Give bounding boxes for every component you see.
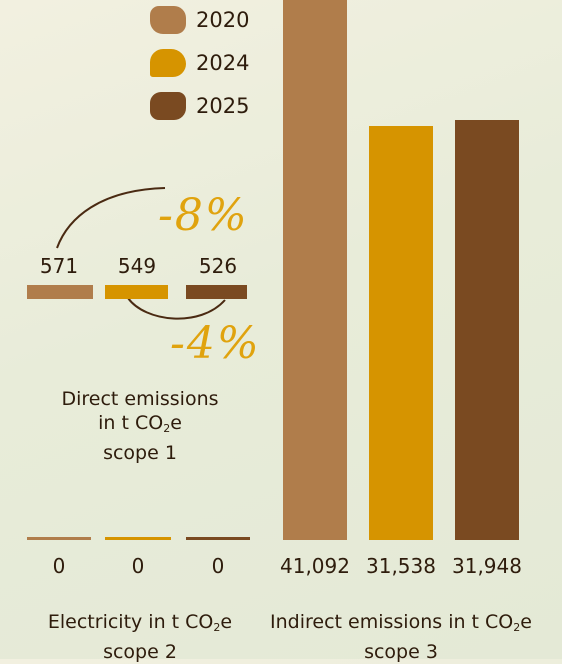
bar-scope3-2020 xyxy=(283,0,347,540)
legend-swatch-2025 xyxy=(150,92,186,120)
caption-scope2-line2: scope 2 xyxy=(103,641,177,663)
value-label-scope2-2020: 0 xyxy=(52,554,66,578)
caption-scope3-line2: scope 3 xyxy=(364,641,438,663)
bar-scope3-2025 xyxy=(455,120,519,540)
annotation-minus-8-percent: -8% xyxy=(158,190,249,241)
value-label-scope1-2025: 526 xyxy=(198,254,238,278)
legend-label-2020: 2020 xyxy=(196,8,250,32)
bar-scope1-2025 xyxy=(186,285,247,299)
value-label-scope3-2024: 31,538 xyxy=(366,554,436,578)
value-label-scope2-2025: 0 xyxy=(211,554,225,578)
caption-scope1-line3: scope 1 xyxy=(103,442,177,464)
bar-scope1-2024 xyxy=(105,285,168,299)
annotation-minus-4-percent: -4% xyxy=(170,318,261,369)
arrow-2024-to-2025 xyxy=(127,297,226,320)
value-label-scope1-2020: 571 xyxy=(39,254,79,278)
value-label-scope1-2024: 549 xyxy=(117,254,157,278)
arrow-2020-to-2025 xyxy=(56,187,166,249)
legend-label-2024: 2024 xyxy=(196,51,250,75)
bar-scope3-2024 xyxy=(369,126,433,540)
legend-label-2025: 2025 xyxy=(196,94,250,118)
legend-swatch-2020 xyxy=(150,6,186,34)
value-label-scope3-2025: 31,948 xyxy=(452,554,522,578)
caption-scope3: Indirect emissions in t CO2e scope 3 xyxy=(262,610,540,664)
bar-scope2-2020 xyxy=(27,537,91,540)
value-label-scope2-2024: 0 xyxy=(131,554,145,578)
caption-scope2: Electricity in t CO2e scope 2 xyxy=(20,610,260,664)
bar-scope2-2025 xyxy=(186,537,250,540)
caption-scope2-line1: Electricity in t CO2e xyxy=(47,611,233,634)
bar-scope2-2024 xyxy=(105,537,171,540)
caption-scope3-line1: Indirect emissions in t CO2e xyxy=(270,611,532,634)
legend-swatch-2024 xyxy=(150,49,186,77)
bar-scope1-2020 xyxy=(27,285,93,299)
caption-scope1-line2: in t CO2e xyxy=(98,412,182,435)
caption-scope1-line1: Direct emissions xyxy=(61,388,219,410)
value-label-scope3-2020: 41,092 xyxy=(280,554,350,578)
caption-scope1: Direct emissions in t CO2e scope 1 xyxy=(40,387,240,465)
